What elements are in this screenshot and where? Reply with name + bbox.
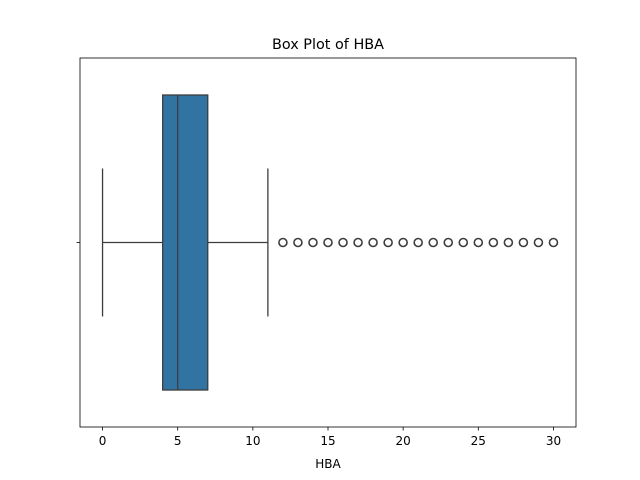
outlier-point xyxy=(353,237,363,248)
outlier-point xyxy=(368,237,378,248)
outlier-point xyxy=(503,237,514,248)
outlier-point xyxy=(458,237,469,248)
outlier-point xyxy=(323,237,333,248)
x-axis: 0 5 10 15 20 25 30 xyxy=(99,427,561,448)
chart-title: Box Plot of HBA xyxy=(272,37,384,53)
x-tick-label: 15 xyxy=(320,434,335,448)
x-axis-title: HBA xyxy=(315,457,341,471)
outlier-point xyxy=(533,237,544,248)
outlier-point xyxy=(443,237,454,248)
outlier-point xyxy=(473,237,484,248)
outlier-point xyxy=(518,237,529,248)
outlier-point xyxy=(548,237,559,248)
x-tick-label: 20 xyxy=(396,434,411,448)
outlier-point xyxy=(383,237,393,248)
outlier-point xyxy=(338,237,348,248)
outlier-point xyxy=(428,237,439,248)
outlier-point xyxy=(278,237,288,248)
outlier-point xyxy=(398,237,408,248)
outlier-point xyxy=(413,237,423,248)
x-tick-label: 25 xyxy=(471,434,486,448)
x-tick-label: 30 xyxy=(546,434,561,448)
outlier-point xyxy=(488,237,499,248)
iqr-box xyxy=(162,94,209,391)
x-tick-label: 0 xyxy=(99,434,107,448)
outlier-point xyxy=(293,237,303,248)
outlier-point xyxy=(308,237,318,248)
x-tick-label: 5 xyxy=(174,434,182,448)
x-tick-label: 10 xyxy=(245,434,260,448)
plot-area xyxy=(101,94,559,391)
